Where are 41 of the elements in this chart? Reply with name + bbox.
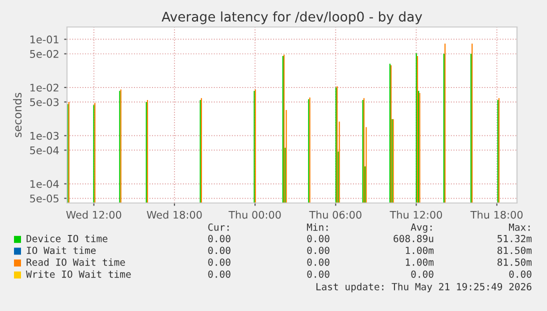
text: 0.00 <box>307 270 330 278</box>
text: 0.00 <box>509 270 532 278</box>
text: 81.50m <box>498 258 532 266</box>
y-tick-label: 1e-02 <box>30 84 58 92</box>
legend-label: Read IO Wait time <box>26 258 125 266</box>
y-tick-label: 5e-03 <box>30 98 59 106</box>
text: 1.00m <box>406 246 434 254</box>
y-tick-label: 5e-05 <box>30 194 58 202</box>
text: Max: <box>508 224 530 231</box>
x-tick-label: Thu 06:00 <box>309 210 362 219</box>
x-tick-label: Thu 00:00 <box>228 210 281 219</box>
text: 0.00 <box>208 258 230 266</box>
text: Last update: Thu May 21 19:25:49 2026 <box>316 282 532 292</box>
y-tick-label: 5e-02 <box>30 50 58 58</box>
text: 0.00 <box>307 234 330 242</box>
y-axis-title: seconds <box>13 92 22 138</box>
chart-title: Average latency for /dev/loop0 - by day <box>162 11 422 24</box>
y-tick-label: 1e-03 <box>30 132 59 140</box>
x-tick-label: Thu 12:00 <box>390 210 442 219</box>
text: 0.00 <box>208 234 230 242</box>
legend-label: IO Wait time <box>26 246 96 254</box>
text: 608.89u <box>394 234 434 242</box>
text: 1.00m <box>406 258 434 266</box>
text: 0.00 <box>307 246 330 254</box>
text: 0.00 <box>411 270 434 278</box>
x-tick-label: Thu 18:00 <box>470 210 523 219</box>
text: Avg: <box>410 224 432 233</box>
x-tick-label: Wed 12:00 <box>66 210 122 219</box>
x-tick-label: Wed 18:00 <box>146 210 202 219</box>
y-tick-label: 5e-04 <box>30 146 59 154</box>
text: 81.50m <box>498 246 532 254</box>
y-tick-label: 1e-01 <box>30 36 58 44</box>
text: Min: <box>306 223 328 231</box>
y-tick-label: 1e-04 <box>30 180 59 188</box>
text: Cur: <box>208 223 229 231</box>
text: 0.00 <box>208 246 230 254</box>
text: 51.32m <box>498 234 532 242</box>
text: 0.00 <box>208 270 230 278</box>
legend-label: Write IO Wait time <box>26 270 131 278</box>
text: 0.00 <box>307 258 330 266</box>
legend-label: Device IO time <box>26 234 108 242</box>
